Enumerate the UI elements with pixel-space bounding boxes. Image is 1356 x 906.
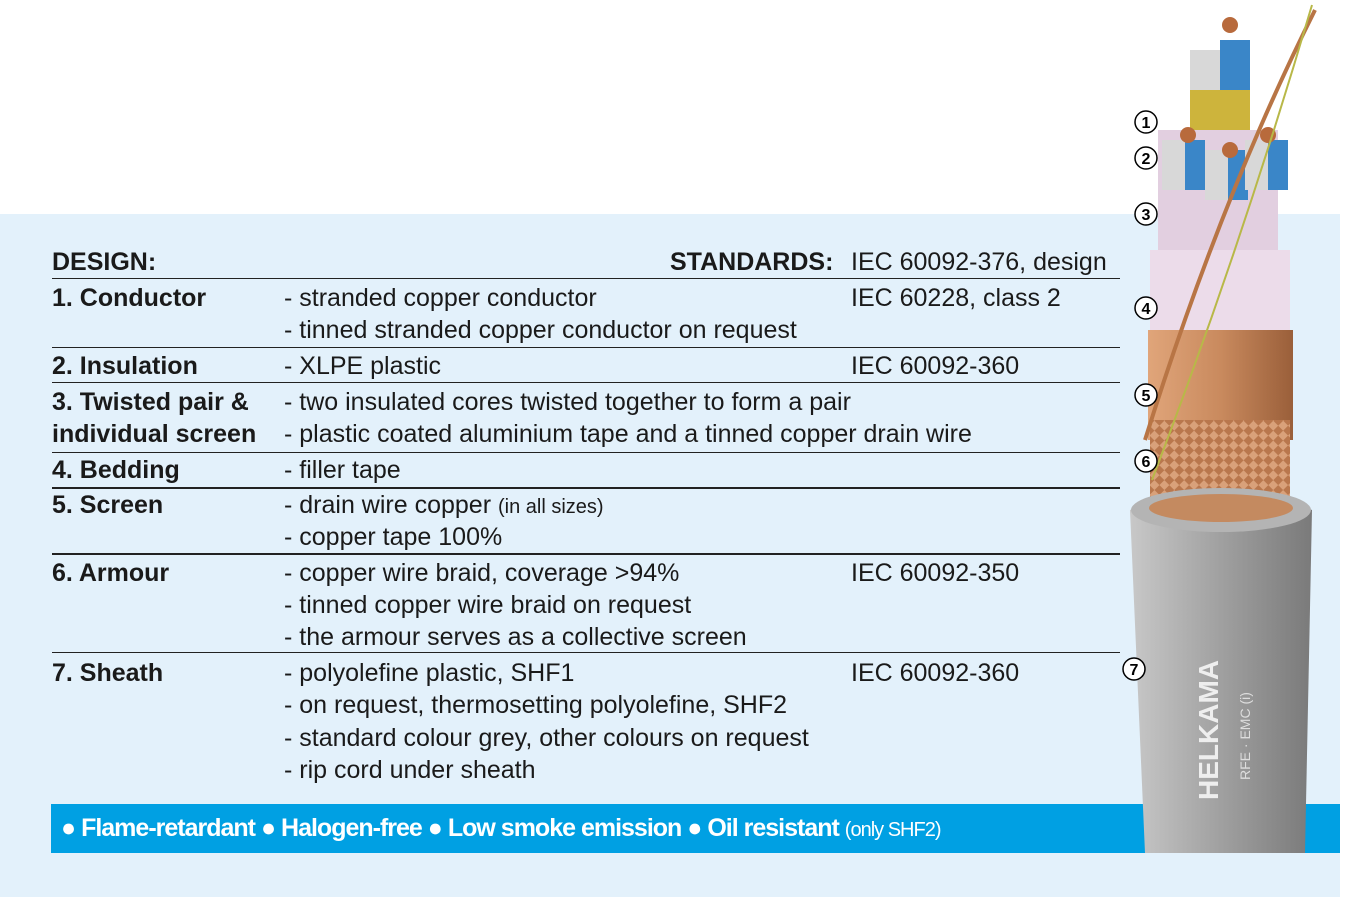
divider: [52, 452, 1120, 453]
row-armour-standard: IEC 60092-350: [851, 559, 1020, 587]
svg-text:4: 4: [1142, 301, 1151, 318]
svg-text:7: 7: [1130, 662, 1139, 679]
drain-wire: [1143, 9, 1317, 441]
bullet-icon: ●: [427, 814, 443, 842]
callout-1: 1: [1134, 110, 1158, 134]
row-armour-line: - the armour serves as a collective scre…: [284, 623, 747, 651]
bullet-icon: ●: [61, 814, 76, 842]
row-bedding-line: - filler tape: [284, 456, 401, 484]
feature: Halogen-free: [281, 814, 423, 842]
feature: Low smoke emission: [447, 814, 682, 842]
divider: [52, 487, 1120, 489]
cable-marking: RFE · EMC (i): [1237, 692, 1253, 780]
feature: Flame-retardant: [81, 814, 256, 842]
design-heading: DESIGN:: [52, 248, 157, 276]
feature: Oil resistant: [707, 814, 839, 842]
row-conductor-line: - stranded copper conductor: [284, 284, 597, 312]
callout-3: 3: [1134, 202, 1158, 226]
row-twisted-pair-name: 3. Twisted pair &: [52, 388, 249, 416]
row-sheath-name: 7. Sheath: [52, 659, 164, 687]
standards-value: IEC 60092-376, design: [851, 248, 1107, 276]
callout-6: 6: [1134, 449, 1158, 473]
row-screen-line: - drain wire copper (in all sizes): [284, 489, 604, 523]
svg-text:6: 6: [1142, 454, 1151, 471]
features-bar: ● Flame-retardant ● Halogen-free ● Low s…: [51, 804, 1340, 853]
divider: [52, 652, 1120, 653]
svg-text:3: 3: [1142, 207, 1151, 224]
row-sheath-line: - rip cord under sheath: [284, 756, 536, 784]
callout-7: 7: [1122, 657, 1146, 681]
svg-text:5: 5: [1142, 388, 1151, 405]
cable-brand: HELKAMA: [1193, 660, 1224, 800]
row-conductor-line: - tinned stranded copper conductor on re…: [284, 316, 797, 344]
row-sheath-standard: IEC 60092-360: [851, 659, 1020, 687]
row-armour-line: - copper wire braid, coverage >94%: [284, 559, 680, 587]
feature-note: (only SHF2): [844, 819, 942, 841]
callout-4: 4: [1134, 296, 1158, 320]
row-sheath-line: - standard colour grey, other colours on…: [284, 724, 809, 752]
row-conductor-name: 1. Conductor: [52, 284, 207, 312]
row-insulation-standard: IEC 60092-360: [851, 352, 1020, 380]
content-background: [0, 214, 1340, 897]
callout-2: 2: [1134, 146, 1158, 170]
row-sheath-line: - polyolefine plastic, SHF1: [284, 659, 575, 687]
svg-text:2: 2: [1142, 151, 1151, 168]
row-twisted-pair-name2: individual screen: [52, 420, 257, 448]
row-conductor-standard: IEC 60228, class 2: [851, 284, 1061, 312]
row-insulation-name: 2. Insulation: [52, 352, 198, 380]
row-sheath-line: - on request, thermosetting polyolefine,…: [284, 691, 788, 719]
bullet-icon: ●: [260, 814, 276, 842]
divider: [52, 278, 1120, 279]
standards-heading: STANDARDS:: [670, 248, 834, 276]
row-armour-name: 6. Armour: [52, 559, 170, 587]
row-twisted-pair-line: - plastic coated aluminium tape and a ti…: [284, 420, 972, 448]
svg-text:1: 1: [1142, 115, 1151, 132]
cable-illustration: HELKAMA RFE · EMC (i) 1 2 3 4 5 6 7: [1122, 4, 1317, 853]
row-screen-line: - copper tape 100%: [284, 523, 503, 551]
bullet-icon: ●: [687, 814, 702, 842]
row-insulation-line: - XLPE plastic: [284, 352, 442, 380]
sheath: [1130, 490, 1312, 853]
row-screen-name: 5. Screen: [52, 491, 164, 519]
row-twisted-pair-line: - two insulated cores twisted together t…: [284, 388, 851, 416]
divider: [52, 553, 1120, 555]
row-bedding-name: 4. Bedding: [52, 456, 180, 484]
screen-note: (in all sizes): [497, 496, 604, 518]
divider: [52, 382, 1120, 383]
callouts: 1 2 3 4 5 6 7: [1122, 110, 1158, 681]
row-armour-line: - tinned copper wire braid on request: [284, 591, 692, 619]
divider: [52, 347, 1120, 348]
callout-5: 5: [1134, 383, 1158, 407]
screen-line-text: - drain wire copper: [284, 491, 492, 519]
